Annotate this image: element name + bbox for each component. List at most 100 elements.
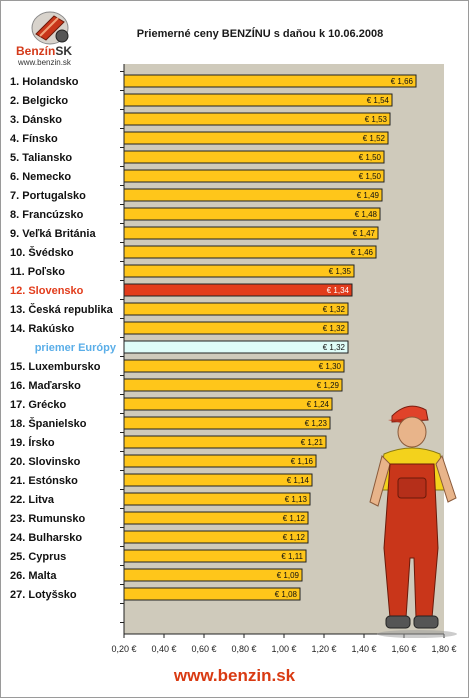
bar-value-label: € 1,30	[319, 362, 342, 371]
category-label: 2. Belgicko	[10, 95, 68, 107]
bar-value-label: € 1,24	[307, 400, 330, 409]
x-tick-label: 1,80 €	[431, 644, 456, 654]
bar	[123, 435, 327, 449]
category-label: 13. Česká republika	[10, 303, 114, 316]
category-label: 5. Taliansko	[10, 152, 72, 164]
bar-value-label: € 1,53	[365, 115, 388, 124]
bar-value-label: € 1,29	[317, 381, 340, 390]
chart-title: Priemerné ceny BENZÍNU s daňou k 10.06.2…	[136, 28, 384, 40]
bar-value-label: € 1,08	[275, 590, 298, 599]
bar	[123, 587, 301, 601]
bar	[123, 378, 343, 392]
bar	[123, 188, 383, 202]
bar	[123, 549, 307, 563]
category-label: 12. Slovensko	[10, 285, 84, 297]
bar-value-label: € 1,46	[351, 248, 374, 257]
bar-value-label: € 1,11	[281, 552, 303, 561]
bar	[123, 283, 353, 297]
bar-value-label: € 1,50	[359, 172, 382, 181]
fuel-attendant-mascot-icon	[369, 405, 457, 638]
x-tick-label: 1,20 €	[311, 644, 336, 654]
bar	[123, 93, 393, 107]
bar	[123, 74, 417, 88]
x-tick-label: 1,60 €	[391, 644, 416, 654]
bar-value-label: € 1,21	[301, 438, 324, 447]
bar	[123, 321, 349, 335]
category-label: 16. Maďarsko	[10, 380, 81, 392]
logo-url: www.benzin.sk	[18, 58, 71, 67]
category-label: 25. Cyprus	[10, 551, 66, 563]
bar-value-label: € 1,66	[391, 77, 414, 86]
bar-value-label: € 1,16	[291, 457, 314, 466]
bar	[123, 226, 379, 240]
logo-brand-text: BenzínSK	[16, 44, 72, 58]
bar-value-label: € 1,32	[323, 343, 346, 352]
category-label: 18. Španielsko	[10, 417, 87, 430]
bar	[123, 359, 345, 373]
category-label: 11. Poľsko	[10, 266, 65, 278]
bar-value-label: € 1,32	[323, 324, 346, 333]
bar-value-label: € 1,13	[285, 495, 308, 504]
benzin-logo: BenzínSK www.benzin.sk	[6, 8, 90, 67]
category-label: 27. Lotyšsko	[10, 589, 77, 601]
category-label: 15. Luxembursko	[10, 361, 101, 373]
category-label: 1. Holandsko	[10, 76, 79, 88]
category-label: 22. Litva	[10, 494, 55, 506]
category-label: 3. Dánsko	[10, 114, 62, 126]
bar	[123, 530, 309, 544]
bar-value-label: € 1,32	[323, 305, 346, 314]
bar	[123, 131, 389, 145]
bar-value-label: € 1,23	[305, 419, 328, 428]
bar-value-label: € 1,48	[355, 210, 378, 219]
logo-brand-name: Benzín	[16, 44, 56, 58]
bar-value-label: € 1,49	[357, 191, 380, 200]
bar	[123, 473, 313, 487]
bar	[123, 264, 355, 278]
bar	[123, 245, 377, 259]
logo-emblem-icon	[31, 11, 69, 45]
bar	[123, 568, 303, 582]
bar-value-label: € 1,47	[353, 229, 376, 238]
category-label: 26. Malta	[10, 570, 57, 582]
category-label: 20. Slovinsko	[10, 456, 81, 468]
bar-value-label: € 1,52	[363, 134, 386, 143]
category-label: 4. Fínsko	[10, 133, 58, 145]
x-tick-label: 0,40 €	[151, 644, 176, 654]
category-label: 10. Švédsko	[10, 246, 74, 259]
bar	[123, 454, 317, 468]
bar-value-label: € 1,50	[359, 153, 382, 162]
bar	[123, 492, 311, 506]
category-label: 9. Veľká Británia	[10, 228, 96, 240]
category-label: 23. Rumunsko	[10, 513, 85, 525]
category-label: 19. Írsko	[10, 436, 55, 449]
category-label: priemer Európy	[35, 342, 117, 354]
bar-value-label: € 1,54	[367, 96, 390, 105]
bar	[123, 169, 385, 183]
category-label: 24. Bulharsko	[10, 532, 82, 544]
category-label: 6. Nemecko	[10, 171, 71, 183]
bar	[123, 302, 349, 316]
x-tick-label: 0,20 €	[111, 644, 136, 654]
bar	[123, 340, 349, 354]
category-label: 14. Rakúsko	[10, 323, 74, 335]
x-tick-label: 1,00 €	[271, 644, 296, 654]
bar	[123, 112, 391, 126]
category-label: 21. Estónsko	[10, 475, 78, 487]
logo-brand-suffix: SK	[55, 44, 73, 58]
bar-value-label: € 1,12	[283, 514, 306, 523]
bar	[123, 511, 309, 525]
x-tick-label: 0,80 €	[231, 644, 256, 654]
bar	[123, 397, 333, 411]
bar	[123, 150, 385, 164]
category-label: 7. Portugalsko	[10, 190, 86, 202]
category-label: 17. Grécko	[10, 399, 67, 411]
x-tick-label: 1,40 €	[351, 644, 376, 654]
category-label: 8. Francúzsko	[10, 209, 84, 221]
bar-value-label: € 1,12	[283, 533, 306, 542]
bar-value-label: € 1,09	[277, 571, 300, 580]
bar-value-label: € 1,35	[329, 267, 352, 276]
bar	[123, 207, 381, 221]
bar	[123, 416, 331, 430]
footer-url: www.benzin.sk	[173, 666, 296, 685]
bar-value-label: € 1,14	[287, 476, 310, 485]
